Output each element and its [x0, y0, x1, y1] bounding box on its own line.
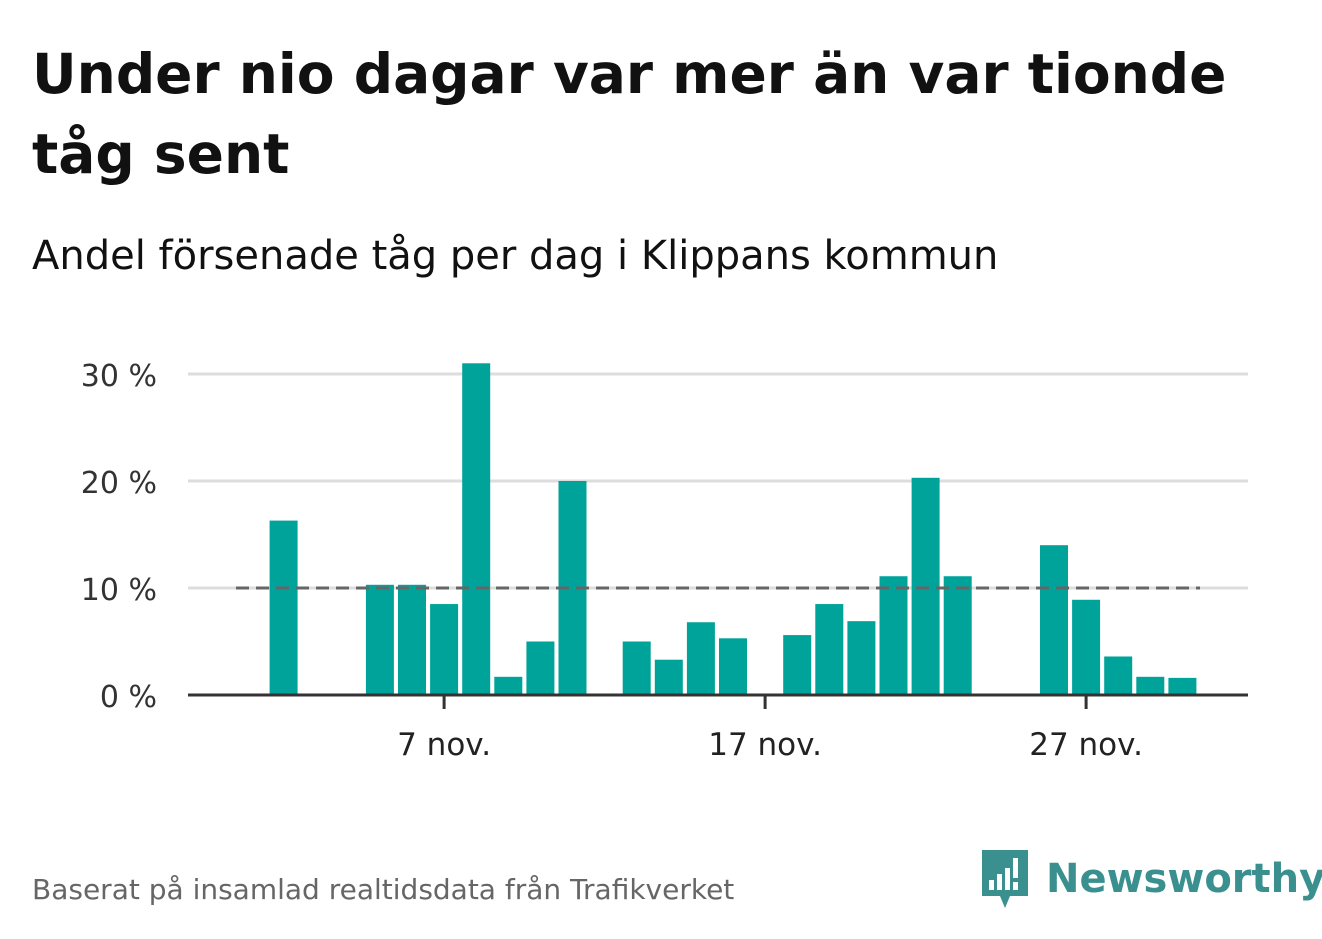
bar: [943, 576, 972, 695]
bar: [686, 622, 715, 695]
bars: [269, 363, 1197, 695]
bar: [494, 676, 523, 695]
bar: [365, 584, 394, 695]
bar: [269, 520, 298, 695]
y-tick-label: 20 %: [81, 466, 157, 501]
bar: [462, 363, 491, 695]
y-tick-label: 30 %: [81, 359, 157, 394]
bar: [526, 641, 555, 695]
bar: [1040, 545, 1068, 695]
y-tick-label: 10 %: [81, 573, 157, 608]
bar: [1104, 656, 1133, 695]
bar: [1072, 599, 1101, 695]
bar: [622, 641, 651, 695]
bar-chart: 0 % 10 % 20 % 30 % 7 nov. 17 nov. 27 nov.: [81, 359, 1248, 763]
bar: [879, 576, 908, 695]
newsworthy-logo-icon: [982, 850, 1028, 908]
chart-title: Under nio dagar var mer än var tionde tå…: [32, 42, 1227, 186]
bar: [719, 638, 747, 695]
gridlines: [188, 372, 1248, 590]
bar: [398, 584, 426, 695]
brand-logo: Newsworthy: [980, 848, 1322, 910]
x-tick-label: 7 nov.: [397, 727, 491, 763]
x-axis: 7 nov. 17 nov. 27 nov.: [188, 693, 1248, 763]
brand-name: Newsworthy: [1046, 856, 1322, 902]
bar: [847, 621, 876, 695]
y-tick-label: 0 %: [100, 680, 157, 715]
bar: [430, 604, 459, 695]
bar: [1168, 677, 1197, 695]
y-axis-ticks: 0 % 10 % 20 % 30 %: [81, 359, 157, 715]
x-tick-label: 27 nov.: [1029, 727, 1143, 763]
chart-subtitle: Andel försenade tåg per dag i Klippans k…: [32, 233, 999, 279]
bar: [815, 604, 844, 695]
bar: [654, 659, 683, 695]
bar: [1136, 676, 1165, 695]
source-note: Baserat på insamlad realtidsdata från Tr…: [32, 873, 735, 906]
bar: [911, 477, 940, 695]
x-tick-label: 17 nov.: [708, 727, 822, 763]
bar: [783, 635, 812, 695]
